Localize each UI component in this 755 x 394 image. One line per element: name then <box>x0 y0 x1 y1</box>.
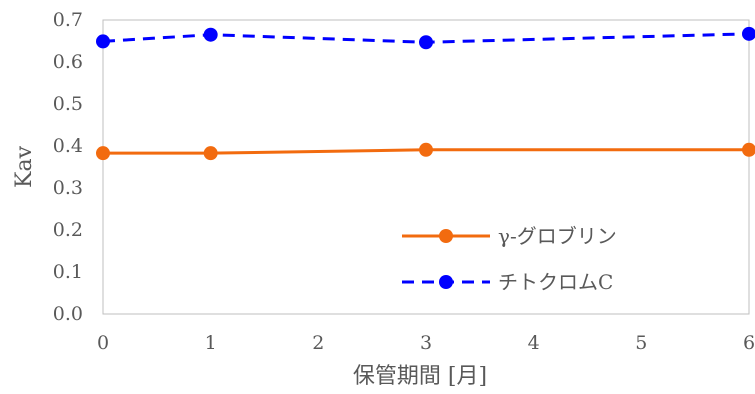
legend-entry-gamma-globulin: γ-グロブリン <box>402 224 617 248</box>
data-point <box>742 142 755 157</box>
x-tick-label: 3 <box>420 332 432 354</box>
x-tick-label: 5 <box>635 332 647 354</box>
x-tick-label: 0 <box>97 332 109 354</box>
series-line-0 <box>103 148 749 155</box>
x-axis-ticks: 0 1 2 3 4 5 6 <box>97 332 755 354</box>
data-point <box>419 35 433 50</box>
x-tick-label: 2 <box>312 332 324 354</box>
y-axis-ticks: 0.0 0.1 0.2 0.3 0.4 0.5 0.6 0.7 <box>53 9 83 325</box>
legend-label: γ-グロブリン <box>498 224 617 248</box>
data-point <box>742 26 755 41</box>
series-layer <box>96 26 755 161</box>
x-tick-label: 6 <box>743 332 755 354</box>
plot-area <box>102 19 750 315</box>
series-line-1 <box>102 32 750 44</box>
y-tick-label: 0.2 <box>53 219 83 241</box>
y-tick-label: 0.3 <box>53 177 83 199</box>
legend-marker <box>439 275 453 289</box>
data-point <box>96 34 110 49</box>
y-tick-label: 0.4 <box>53 135 83 157</box>
x-tick-label: 1 <box>205 332 217 354</box>
data-point <box>203 146 218 161</box>
y-tick-label: 0.1 <box>53 261 83 283</box>
data-point <box>419 142 433 157</box>
x-axis-label: 保管期間 [月] <box>353 364 487 389</box>
data-point <box>96 146 110 161</box>
y-tick-label: 0.6 <box>53 51 83 73</box>
y-tick-label: 0.5 <box>53 93 83 115</box>
legend: γ-グロブリン チトクロムC <box>402 224 617 294</box>
legend-marker <box>439 229 453 243</box>
y-tick-label: 0.7 <box>53 9 83 31</box>
y-tick-label: 0.0 <box>53 303 83 325</box>
x-tick-label: 4 <box>528 332 540 354</box>
legend-label: チトクロムC <box>498 270 613 294</box>
y-axis-label: Kav <box>12 145 37 188</box>
legend-entry-cytochrome-c: チトクロムC <box>402 270 613 294</box>
data-point <box>203 27 218 42</box>
